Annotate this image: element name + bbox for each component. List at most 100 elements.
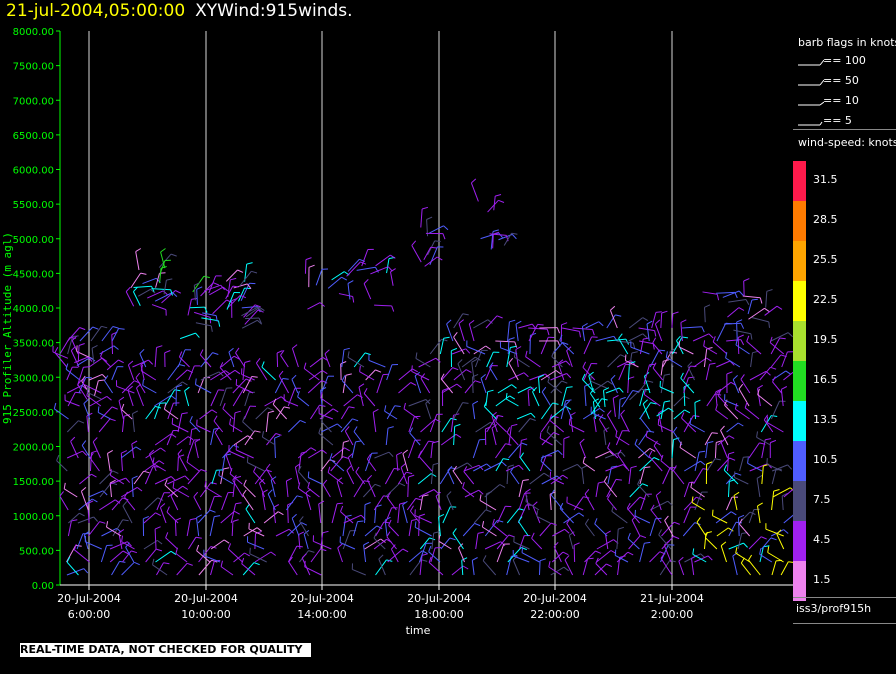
wind-barb (144, 466, 159, 485)
wind-barb (77, 379, 88, 400)
wind-barb (387, 548, 409, 563)
wind-barb (726, 422, 744, 433)
wind-barb (197, 377, 211, 394)
wind-barb (406, 497, 422, 511)
wind-barb (723, 464, 739, 485)
wind-barb (717, 389, 728, 407)
wind-barb (107, 449, 113, 472)
wind-barb (550, 380, 568, 394)
wind-barb (727, 451, 735, 472)
wind-barb (121, 535, 135, 550)
wind-barb (458, 543, 465, 563)
wind-barb (591, 380, 613, 393)
wind-barb (301, 553, 311, 576)
wind-barb (489, 362, 498, 381)
wind-barb (86, 386, 102, 400)
wind-barb (176, 562, 193, 576)
wind-barb (705, 461, 713, 485)
wind-barb (566, 496, 584, 511)
wind-barb (154, 476, 176, 485)
colorbar-label: 19.5 (813, 333, 838, 346)
wind-barb (196, 544, 211, 563)
wind-barb (541, 432, 560, 446)
wind-barb (418, 489, 439, 498)
wind-barb (461, 356, 481, 368)
wind-barb (425, 232, 446, 240)
wind-barb (464, 489, 484, 498)
wind-barb (722, 290, 744, 298)
wind-barb (187, 536, 202, 550)
wind-barb (386, 364, 399, 381)
wind-barb (220, 369, 241, 381)
wind-barb (453, 313, 469, 329)
wind-barb (505, 393, 519, 407)
wind-barb (244, 391, 256, 407)
wind-barb (270, 476, 277, 498)
wind-barb (79, 326, 99, 342)
wind-barb (738, 383, 750, 407)
wind-barb (154, 292, 178, 302)
wind-barb (783, 488, 793, 498)
colorbar-label: 10.5 (813, 453, 838, 466)
y-tick-label: 1500.00 (13, 477, 54, 488)
wind-barb (438, 513, 445, 537)
wind-barb (315, 268, 329, 286)
wind-barb (307, 481, 320, 498)
wind-barb (347, 280, 354, 300)
wind-barb (549, 414, 565, 433)
wind-barb (374, 304, 395, 312)
wind-barb (763, 414, 774, 433)
wind-barb (219, 387, 233, 407)
wind-barb (255, 357, 268, 381)
wind-barb (531, 532, 543, 550)
wind-barb (222, 403, 234, 420)
wind-barb (605, 387, 624, 394)
wind-barb (687, 361, 695, 381)
wind-barb (671, 437, 680, 459)
wind-barb (681, 412, 697, 433)
wind-barb (272, 398, 288, 420)
wind-barb (265, 410, 275, 433)
x-tick-label-date: 20-Jul-2004 (174, 592, 238, 605)
wind-barb (341, 440, 350, 459)
wind-barb (552, 342, 569, 355)
wind-barb (304, 257, 312, 274)
wind-barb (765, 523, 784, 537)
source-separator (793, 597, 896, 598)
wind-barb (757, 388, 773, 407)
wind-barb (672, 465, 685, 485)
wind-barb (657, 418, 674, 433)
wind-barb (418, 357, 441, 368)
wind-barb (365, 452, 378, 472)
wind-barb (367, 474, 376, 498)
wind-barb (627, 376, 635, 394)
wind-barb (652, 337, 663, 355)
wind-barb (341, 347, 350, 368)
wind-barb (634, 509, 651, 524)
wind-barb (649, 517, 662, 537)
wind-barb (656, 407, 674, 417)
wind-barb (568, 531, 575, 550)
wind-barb (453, 402, 469, 420)
wind-barb (194, 438, 201, 459)
wind-barb (110, 477, 131, 485)
wind-barb (59, 491, 69, 511)
wind-barb (733, 329, 753, 340)
wind-barb (474, 349, 488, 368)
wind-barb (659, 380, 674, 394)
wind-barb (199, 349, 212, 368)
wind-barb (400, 463, 408, 485)
wind-barb (363, 541, 370, 563)
wind-barb (233, 552, 250, 563)
wind-barb (99, 482, 118, 498)
wind-barb (583, 336, 598, 355)
wind-barb (629, 483, 649, 498)
wind-barb (451, 348, 471, 355)
wind-barb (569, 412, 576, 433)
wind-barb (473, 319, 493, 329)
wind-barb (355, 466, 366, 485)
wind-barb (352, 520, 364, 537)
wind-barb (170, 491, 179, 511)
wind-barb (429, 225, 449, 234)
wind-barb (184, 386, 190, 407)
